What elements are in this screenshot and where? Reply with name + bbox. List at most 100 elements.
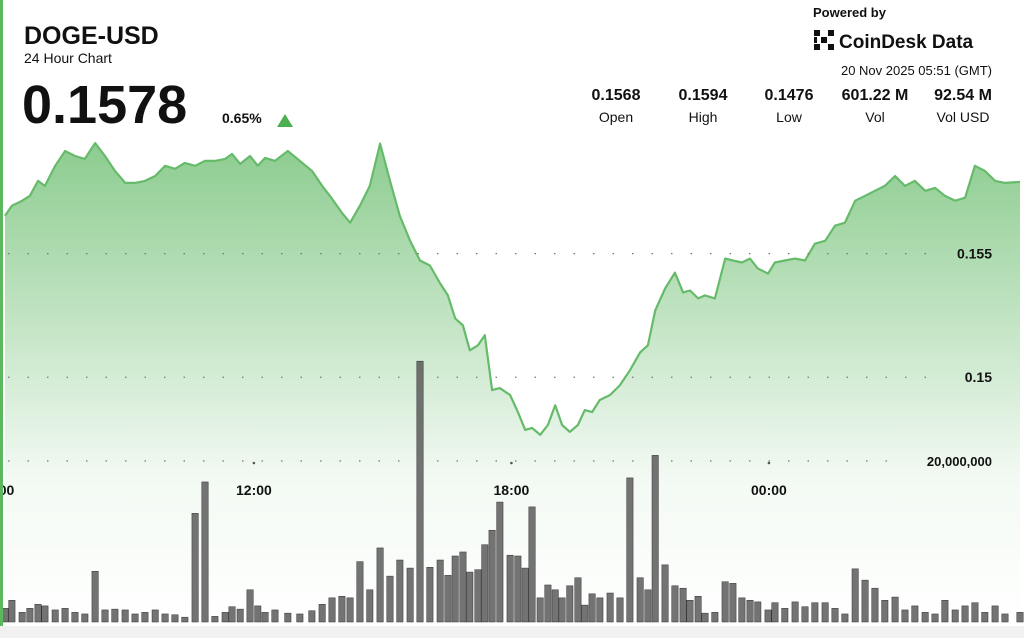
volume-bar — [426, 567, 434, 623]
subtitle: 24 Hour Chart — [24, 50, 112, 66]
volume-bar — [61, 608, 69, 623]
volume-bar — [18, 612, 26, 623]
volume-bar — [791, 601, 799, 623]
volume-bar — [701, 612, 709, 623]
volume-bar — [771, 602, 779, 623]
volume-bar — [981, 612, 989, 623]
volume-bar — [711, 612, 719, 623]
volume-bar — [41, 605, 49, 623]
volume-bar — [671, 585, 679, 623]
volume-bar — [1016, 612, 1024, 623]
volume-bar — [236, 608, 244, 623]
stat-label: High — [689, 109, 718, 125]
x-tick — [252, 461, 256, 465]
volume-bar — [81, 613, 89, 623]
price-area — [5, 143, 1020, 622]
volume-bar — [451, 555, 459, 623]
volume-bar — [686, 600, 694, 623]
volume-bar — [544, 584, 552, 623]
volume-bar — [596, 597, 604, 623]
volume-bar — [396, 559, 404, 623]
volume-bar — [366, 589, 374, 623]
volume-bar — [861, 579, 869, 623]
volume-bar — [416, 360, 424, 623]
plot: 0.155 0.15 06:00 12:00 18:00 00:00 20,000,000 — [0, 142, 1024, 623]
volume-bar — [296, 613, 304, 623]
volume-bar — [644, 589, 652, 623]
change: 0.65% — [222, 110, 262, 126]
volume-bar — [764, 609, 772, 623]
x-tick — [510, 461, 513, 465]
volume-bar — [581, 604, 589, 623]
volume-bar — [536, 597, 544, 623]
stat-value: 601.22 M — [842, 87, 909, 104]
stat-label: Vol USD — [937, 109, 990, 125]
brand-logo — [814, 30, 834, 50]
volume-bar — [729, 583, 737, 623]
volume-bar — [171, 614, 179, 623]
y-tick-label: 20,000,000 — [927, 454, 992, 469]
volume-bar — [781, 608, 789, 623]
volume-bar — [694, 595, 702, 623]
volume-bar — [911, 605, 919, 623]
volume-bar — [221, 612, 229, 623]
up-arrow — [277, 114, 293, 127]
volume-bar — [436, 559, 444, 623]
volume-bar — [318, 604, 326, 623]
volume-bar — [141, 612, 149, 623]
x-tick-label: 18:00 — [494, 482, 530, 498]
volume-bar — [506, 554, 514, 623]
volume-bar — [181, 616, 189, 623]
volume-bar — [474, 569, 482, 623]
volume-bar — [738, 597, 746, 623]
volume-bar — [338, 595, 346, 623]
volume-bar — [284, 612, 292, 623]
volume-bar — [901, 609, 909, 623]
volume-bar — [211, 616, 219, 623]
volume-bar — [346, 597, 354, 623]
volume-bar — [444, 575, 452, 623]
stat-value: 0.1568 — [592, 87, 641, 104]
volume-bar — [271, 609, 279, 623]
volume-bar — [496, 501, 504, 623]
volume-bar — [566, 585, 574, 623]
brand: CoinDesk Data — [839, 32, 974, 53]
volume-bar — [466, 571, 474, 623]
volume-bar — [626, 477, 634, 623]
volume-bar — [356, 561, 364, 623]
volume-bar — [71, 612, 79, 623]
volume-bar — [721, 581, 729, 623]
volume-bar — [971, 602, 979, 623]
volume-bar — [551, 589, 559, 623]
x-tick-label: 06:00 — [0, 482, 15, 498]
volume-bar — [131, 613, 139, 623]
stat-label: Vol — [865, 109, 884, 125]
volume-bar — [459, 551, 467, 623]
volume-bar — [606, 592, 614, 623]
volume-bar — [246, 589, 254, 623]
volume-bar — [841, 613, 849, 623]
price: 0.1578 — [22, 75, 187, 135]
x-tick-label: 00:00 — [751, 482, 787, 498]
volume-bar — [574, 577, 582, 623]
volume-bar — [101, 609, 109, 623]
volume-bar — [121, 609, 129, 623]
volume-bar — [1001, 613, 1009, 623]
stat-value: 0.1476 — [765, 87, 814, 104]
volume-bar — [51, 609, 59, 623]
volume-bar — [328, 597, 336, 623]
volume-bar — [488, 529, 496, 623]
volume-bar — [941, 600, 949, 623]
volume-bar — [616, 597, 624, 623]
volume-bar — [746, 600, 754, 623]
volume-bar — [191, 513, 199, 623]
volume-bar — [636, 577, 644, 623]
x-tick — [767, 461, 771, 465]
volume-bar — [588, 593, 596, 623]
volume-bar — [679, 587, 687, 623]
symbol: DOGE-USD — [24, 22, 159, 50]
stat-label: Open — [599, 109, 633, 125]
volume-bar — [514, 555, 522, 623]
volume-bar — [811, 602, 819, 623]
